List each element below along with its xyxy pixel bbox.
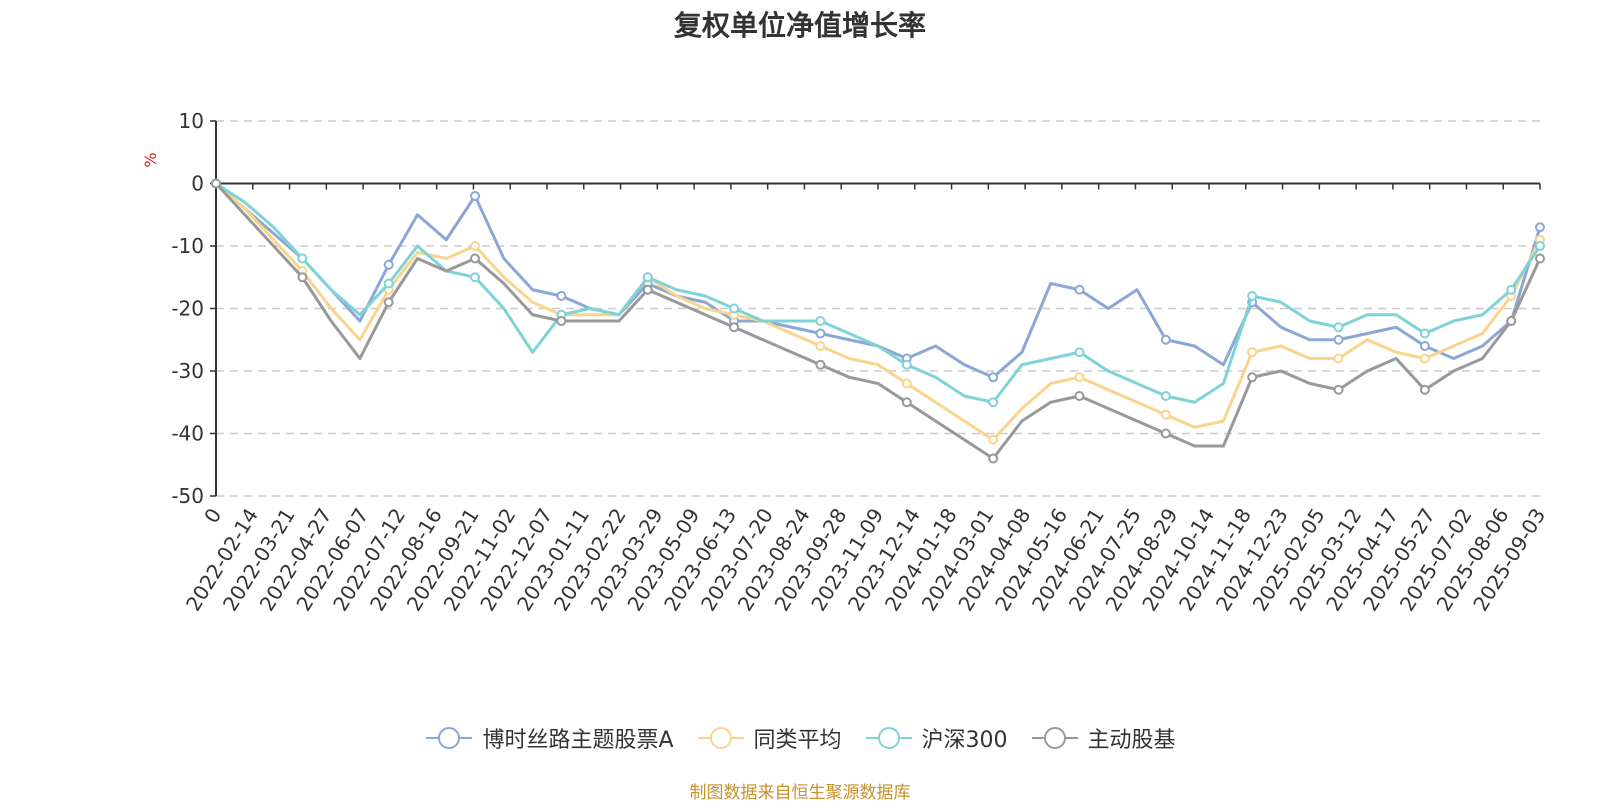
series-line [215, 182, 1542, 379]
x-axis-ticks: 02022-02-142022-03-212022-04-272022-06-0… [181, 183, 1550, 615]
data-point [1247, 347, 1258, 358]
data-point [1419, 341, 1430, 351]
data-point [1506, 284, 1517, 295]
data-point [470, 253, 481, 264]
data-point [1247, 372, 1258, 383]
data-point [556, 316, 567, 326]
data-point [1160, 391, 1171, 401]
legend-line-circle-icon [865, 727, 912, 749]
data-point [1333, 384, 1344, 395]
y-tick-label: -40 [171, 422, 204, 446]
data-point [988, 434, 999, 445]
data-point [470, 241, 481, 251]
data-point [1074, 372, 1085, 383]
legend-item[interactable]: 博时丝路主题股票A [424, 722, 674, 754]
data-point [1247, 291, 1258, 301]
data-point [815, 341, 826, 351]
chart-legend: 博时丝路主题股票A 同类平均 沪深300 主动股基 [0, 722, 1600, 754]
y-tick-label: 0 [191, 172, 204, 196]
data-point [1160, 428, 1171, 439]
data-point [988, 453, 999, 464]
data-point [988, 397, 999, 408]
series-1 [211, 178, 1545, 445]
legend-label: 沪深300 [921, 728, 1008, 753]
data-point [901, 359, 912, 370]
data-point [556, 291, 567, 301]
series-line [215, 182, 1542, 404]
series-line [215, 182, 1542, 442]
source-note: 制图数据来自恒生聚源数据库 [689, 783, 911, 803]
legend-item[interactable]: 同类平均 [696, 722, 842, 754]
data-point [1074, 347, 1085, 358]
data-point [1333, 322, 1344, 333]
grid-lines [216, 120, 1540, 497]
legend-line-circle-icon [697, 727, 744, 749]
data-point [642, 284, 653, 295]
data-point [1535, 253, 1545, 264]
legend-label: 同类平均 [753, 728, 842, 753]
data-point [1419, 328, 1430, 339]
data-point [383, 297, 394, 308]
data-point [815, 316, 826, 326]
data-point [1074, 284, 1085, 295]
data-point [470, 191, 481, 201]
data-point [1160, 409, 1171, 420]
y-tick-label: -50 [171, 484, 204, 508]
data-point [383, 278, 394, 289]
data-point [988, 372, 999, 383]
data-point [815, 328, 826, 339]
legend-line-circle-icon [1031, 727, 1078, 749]
legend-label: 博时丝路主题股票A [482, 728, 674, 753]
data-point [815, 359, 826, 370]
data-point [211, 178, 221, 189]
y-tick-label: -30 [171, 359, 204, 383]
chart-title: 复权单位净值增长率 [673, 9, 926, 42]
legend-label: 主动股基 [1087, 728, 1176, 753]
data-point [1333, 334, 1344, 345]
legend-item[interactable]: 主动股基 [1030, 722, 1176, 754]
data-point [470, 272, 481, 283]
data-point [1535, 222, 1545, 233]
series-lines [211, 178, 1545, 464]
data-point [383, 259, 394, 270]
data-point [1074, 391, 1085, 401]
y-axis-ticks: 10 0 -10 -20 -30 -40 -50 [171, 109, 216, 508]
data-point [297, 272, 308, 283]
data-point [1333, 353, 1344, 364]
series-0 [211, 178, 1545, 383]
y-tick-label: 10 [179, 109, 204, 133]
line-chart: 10 0 -10 -20 -30 -40 -50 % 02022-02-142022-03-… [141, 109, 1550, 615]
data-point [1506, 316, 1517, 326]
y-axis-unit-label: % [141, 152, 160, 167]
legend-item[interactable]: 沪深300 [864, 722, 1008, 754]
series-line [214, 182, 1542, 460]
data-point [642, 272, 653, 283]
y-tick-label: -20 [171, 297, 204, 321]
data-point [1419, 353, 1430, 364]
data-point [1160, 334, 1171, 345]
data-point [729, 303, 740, 314]
x-tick-label: 0 [199, 504, 226, 528]
series-2 [211, 178, 1545, 408]
data-point [901, 378, 912, 389]
legend-line-circle-icon [426, 727, 473, 749]
data-point [297, 253, 308, 264]
y-tick-label: -10 [171, 234, 204, 258]
series-3 [211, 178, 1545, 464]
data-point [1535, 241, 1545, 251]
data-point [729, 322, 740, 333]
data-point [1419, 384, 1430, 395]
data-point [901, 397, 912, 408]
